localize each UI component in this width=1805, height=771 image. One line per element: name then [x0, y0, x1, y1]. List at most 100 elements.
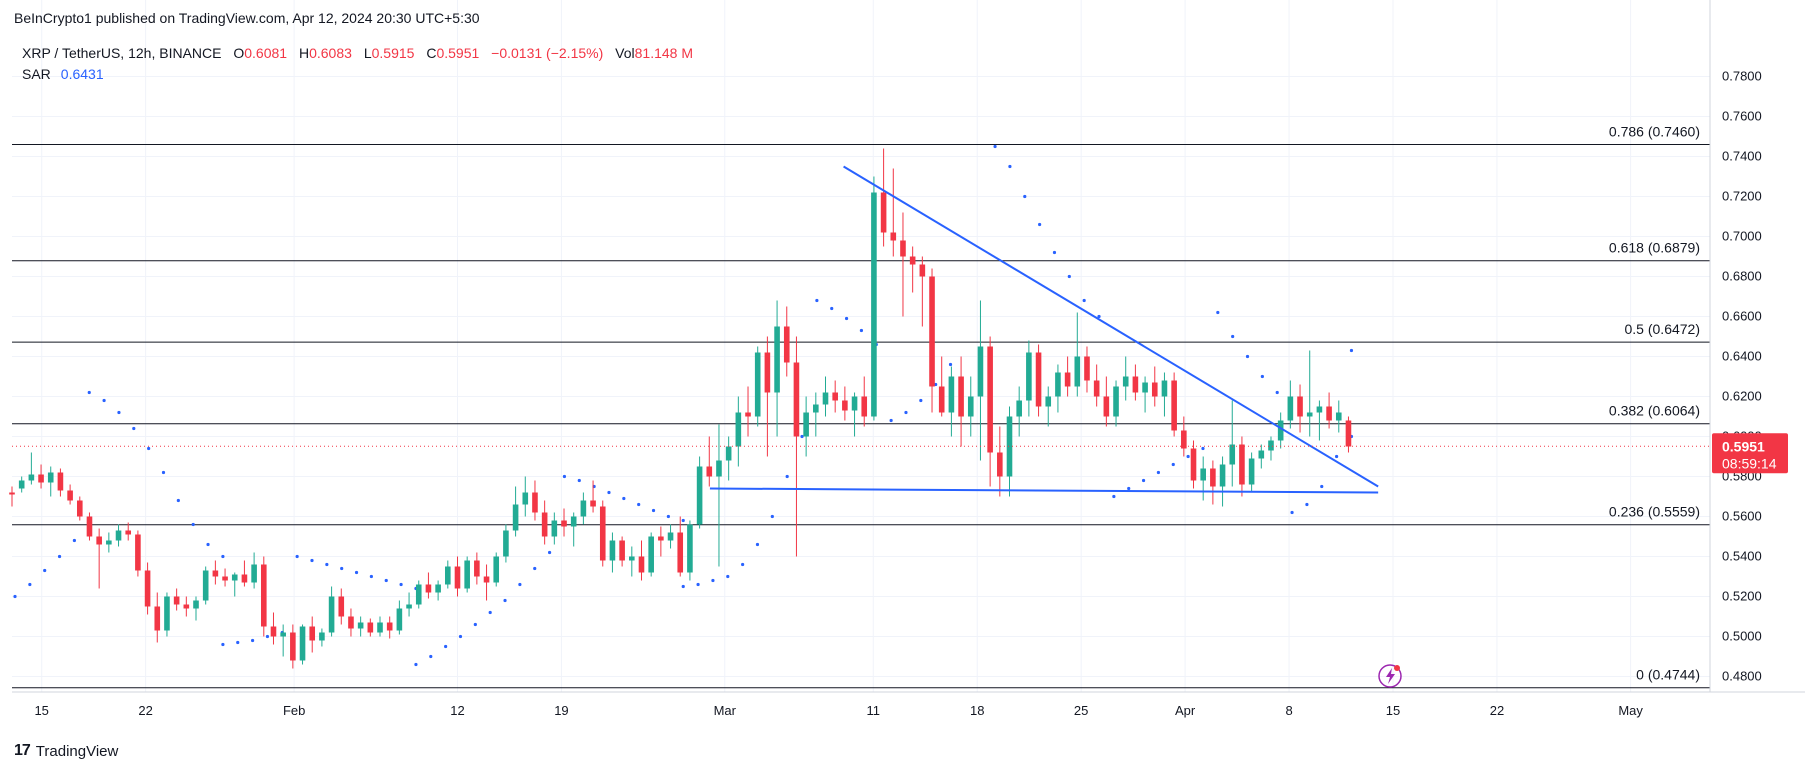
candle-body [47, 472, 54, 483]
y-tick-label: 0.7000 [1722, 229, 1762, 244]
candle-body [328, 596, 335, 633]
candle [1248, 452, 1255, 493]
y-tick-label: 0.6400 [1722, 349, 1762, 364]
x-tick-label: Feb [283, 703, 305, 718]
sar-dot [72, 538, 76, 543]
trendline [843, 165, 1379, 488]
sar-dot [57, 554, 62, 559]
y-tick-label: 0.7800 [1722, 69, 1762, 84]
candle-body [1258, 450, 1265, 459]
candle [1210, 460, 1216, 505]
candle [28, 452, 35, 485]
candle-body [1132, 376, 1139, 393]
candle-body [348, 616, 354, 629]
candle [599, 500, 606, 567]
candle-body [735, 412, 742, 447]
parabolic-sar [13, 144, 1354, 667]
candle [1239, 436, 1245, 497]
sar-dot [132, 426, 136, 431]
candle-body [764, 352, 771, 393]
candle [202, 566, 209, 605]
candle [57, 468, 64, 497]
candle-body [1345, 420, 1352, 447]
candle [745, 386, 751, 437]
candle [900, 212, 906, 317]
candle [512, 486, 519, 537]
flash-icon[interactable] [1378, 664, 1402, 688]
candle-body [948, 376, 955, 413]
candle-body [222, 576, 228, 581]
sar-dot [607, 490, 611, 495]
candle-body [1161, 380, 1168, 397]
sar-dot [1067, 274, 1071, 279]
candle-body [115, 530, 122, 541]
candle-body [1113, 386, 1119, 417]
candle [687, 520, 693, 581]
candle-body [938, 386, 945, 413]
candle [260, 556, 267, 637]
candle [667, 524, 674, 549]
candle [106, 532, 112, 553]
sar-dot [1260, 374, 1264, 379]
ohlc-legend[interactable]: XRP / TetherUS, 12h, BINANCE O0.6081 H0.… [22, 45, 693, 61]
candle [803, 396, 809, 457]
candle-body [251, 564, 257, 583]
sar-dot [637, 502, 641, 507]
sar-dot [533, 566, 537, 571]
candle-body [106, 540, 112, 545]
sar-dot [458, 634, 463, 639]
sar-label: SAR [22, 66, 51, 82]
candle-body [1229, 444, 1236, 465]
countdown-label: 08:59:14 [1722, 455, 1777, 471]
sar-dot [681, 518, 685, 523]
candle-body [38, 474, 44, 483]
candle-body [619, 540, 625, 561]
sar-dot [562, 474, 567, 479]
tradingview-brand[interactable]: 17 TradingView [14, 742, 118, 760]
candle [154, 592, 161, 643]
candle-body [1084, 356, 1090, 381]
candle [1258, 444, 1265, 469]
candle-body [551, 520, 558, 537]
candle-body [474, 560, 480, 577]
candle [1326, 392, 1332, 429]
candle [648, 532, 654, 577]
candle-body [1219, 464, 1226, 487]
y-tick-label: 0.7200 [1722, 189, 1762, 204]
open-value: 0.6081 [244, 45, 288, 61]
sar-dot [889, 418, 893, 423]
sar-dot [1141, 478, 1146, 483]
sar-dot [325, 562, 329, 567]
sar-dot [1038, 222, 1042, 227]
time-axis: 15 22 Feb 12 19 Mar 11 18 25 Apr 8 15 22 May [12, 691, 1805, 718]
sar-dot [13, 594, 17, 599]
x-tick-label: 8 [1285, 703, 1292, 718]
candle [629, 546, 635, 577]
candle [309, 616, 316, 653]
sar-dot [1216, 310, 1220, 315]
candle [1055, 364, 1061, 413]
sar-dot [577, 478, 581, 483]
candle [570, 512, 577, 547]
candle-body [1287, 396, 1294, 421]
candle-body [1151, 382, 1158, 397]
sar-dot [295, 554, 299, 559]
candle-body [958, 376, 964, 417]
candle-body [677, 532, 684, 573]
candle-body [696, 466, 703, 525]
candle-body [977, 346, 984, 397]
sar-dot [770, 514, 774, 519]
sar-value: 0.6431 [60, 66, 104, 82]
candle-body [1016, 400, 1022, 417]
sar-legend[interactable]: SAR 0.6431 [22, 66, 104, 82]
candle [86, 512, 93, 541]
candle-body [512, 504, 519, 531]
candle-body [687, 524, 693, 573]
candle-body [871, 192, 877, 417]
price-axis: 0.7800 0.7600 0.7400 0.7200 0.7000 0.6800 0.66… [1709, 0, 1762, 692]
y-tick-label: 0.5600 [1722, 509, 1762, 524]
y-tick-label: 0.4800 [1722, 669, 1762, 684]
sar-dot [1156, 470, 1161, 475]
candle-body [890, 232, 897, 241]
